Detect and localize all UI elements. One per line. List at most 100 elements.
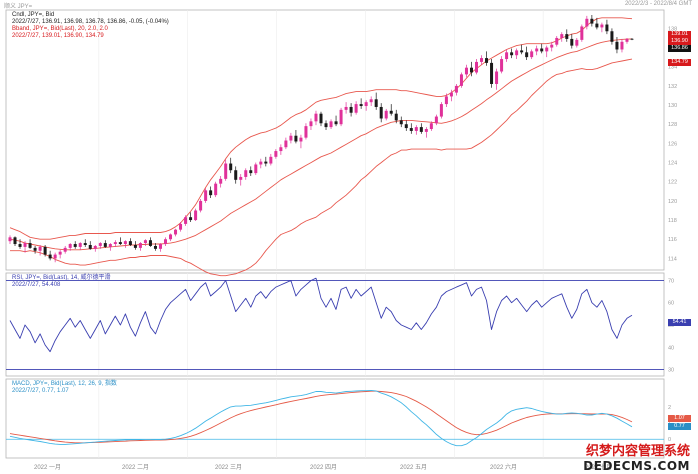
candle-bull [259, 161, 263, 165]
price-y-tick: 130 [668, 103, 677, 109]
candle-bull [314, 113, 318, 122]
candle-bull [474, 61, 479, 73]
candle-bull [299, 137, 303, 142]
candle-bull [585, 18, 589, 27]
candle-bull [464, 67, 468, 75]
price-panel [8, 14, 634, 277]
rsi-panel [6, 277, 664, 370]
candle-bull [239, 176, 243, 180]
candle-bear [389, 110, 393, 114]
macd-signal-badge: 1.07 [668, 415, 691, 422]
candle-bull [449, 92, 453, 97]
candle-bear [510, 52, 514, 56]
candle-bull [113, 242, 117, 245]
candle-bull [284, 140, 288, 148]
candle-bear [490, 62, 494, 84]
candle-bull [354, 104, 358, 113]
price-panel-frame [5, 9, 665, 271]
instrument-title: 顺义 JPY= [4, 4, 33, 10]
candle-bear [469, 67, 473, 73]
candle-bull [439, 104, 443, 117]
macd-y-tick: 0 [668, 437, 671, 443]
candle-bull [63, 247, 67, 252]
candle-bear [153, 245, 157, 249]
candle-bear [209, 190, 213, 196]
price-y-tick: 126 [668, 141, 677, 147]
candle-bear [83, 243, 87, 245]
macd-y-tick: 2 [668, 405, 671, 411]
candle-bull [174, 229, 178, 235]
candle-bull [505, 52, 509, 60]
candle-bull [8, 237, 12, 242]
candle-bear [103, 243, 107, 247]
macd-panel-frame [5, 378, 665, 459]
watermark: 织梦内容管理系统 DEDECMS.COM [583, 440, 690, 473]
candle-bear [570, 38, 574, 46]
candle-bull [244, 170, 248, 177]
candle-bear [359, 104, 363, 107]
price-y-tick: 128 [668, 122, 677, 128]
candle-bull [515, 50, 519, 56]
candle-bear [189, 217, 193, 221]
watermark-line2: DEDECMS.COM [583, 459, 690, 473]
candle-bear [379, 106, 383, 119]
candle-bull [495, 71, 499, 84]
x-label-feb: 2022 二月 [122, 465, 150, 471]
candle-bull [384, 110, 388, 119]
candle-bull [138, 243, 142, 248]
candle-bull [204, 190, 208, 201]
candle-bear [590, 18, 594, 24]
bband-upper-badge: 139.01 [668, 31, 691, 38]
macd-label-line2: 2022/7/27, 0.77, 1.07 [12, 388, 69, 394]
macd-value-badge: 0.77 [668, 423, 691, 430]
candle-bull [575, 39, 579, 46]
candle-bear [234, 170, 238, 180]
candle-bear [18, 244, 22, 247]
candle-bull [459, 74, 463, 86]
candle-bull [269, 156, 273, 164]
candle-bear [520, 50, 524, 53]
price-label-line2: 2022/7/27, 136.91, 136.98, 136.78, 136.8… [12, 19, 169, 25]
date-range-text: 2022/2/3 - 2022/8/4 GMT [624, 1, 692, 7]
candle-bear [133, 244, 137, 248]
candle-bull [53, 254, 57, 259]
candle-bull [214, 183, 218, 196]
candle-bull [369, 99, 373, 103]
x-label-jan: 2022 一月 [34, 465, 62, 471]
candle-bear [540, 48, 544, 52]
candle-bear [595, 23, 599, 28]
candle-bull [444, 96, 448, 105]
candle-bull [560, 34, 564, 38]
macd-panel [6, 389, 664, 447]
price-y-tick: 124 [668, 161, 677, 167]
candle-bear [394, 113, 398, 121]
candle-bull [625, 38, 629, 42]
gridlines [98, 10, 544, 458]
candle-bear [565, 34, 569, 39]
candle-bear [148, 240, 152, 246]
candle-bear [13, 237, 17, 245]
price-y-tick: 132 [668, 84, 677, 90]
bband-lower-badge: 134.79 [668, 59, 691, 66]
rsi-y-tick: 40 [668, 345, 674, 351]
price-y-tick: 138 [668, 26, 677, 32]
price-y-tick: 134 [668, 65, 677, 71]
candle-bull [580, 26, 584, 40]
candle-bull [434, 116, 438, 124]
price-y-tick: 114 [668, 256, 677, 262]
price-y-tick: 120 [668, 199, 677, 205]
candle-bear [28, 243, 32, 248]
candle-bull [329, 121, 333, 128]
watermark-line1: 织梦内容管理系统 [585, 444, 690, 459]
candle-bull [184, 217, 188, 224]
candle-bear [73, 244, 77, 247]
candle-bear [409, 128, 413, 131]
candle-bear [615, 41, 619, 50]
price-y-tick: 118 [668, 218, 677, 224]
candle-bull [143, 240, 147, 244]
candle-bear [399, 120, 403, 125]
x-label-apr: 2022 四月 [310, 465, 338, 471]
candle-bull [550, 44, 554, 48]
candle-bull [274, 151, 278, 157]
